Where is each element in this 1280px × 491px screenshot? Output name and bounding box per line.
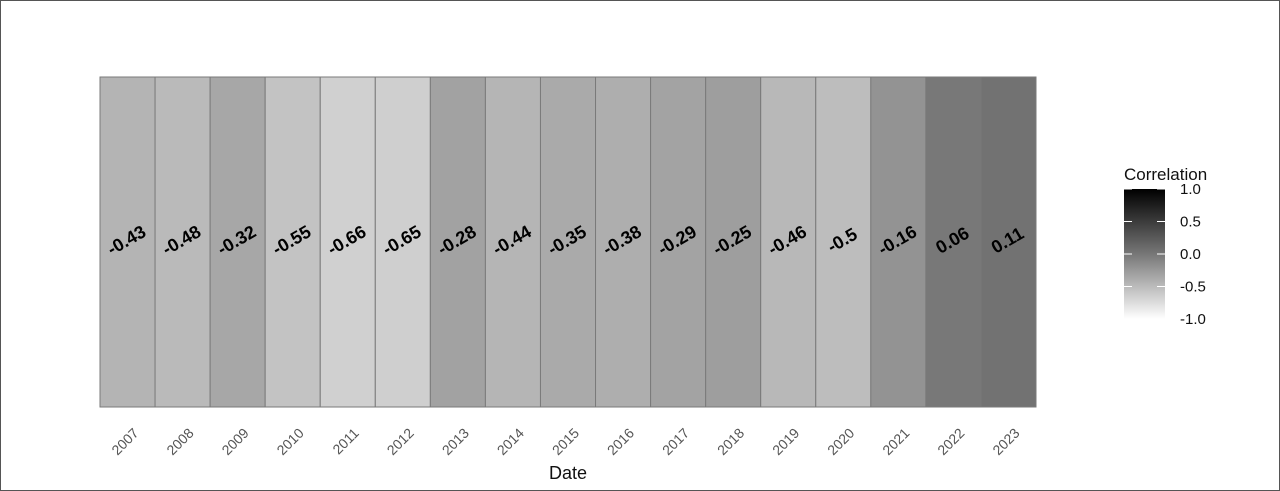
x-tick-label-2009: 2009	[218, 425, 251, 458]
heatmap-cell-2018	[705, 76, 762, 408]
x-tick-label-2012: 2012	[384, 425, 417, 458]
heatmap-cell-2022	[925, 76, 982, 408]
x-tick-label-2016: 2016	[604, 425, 637, 458]
x-tick-label-2015: 2015	[549, 425, 582, 458]
legend: Correlation 1.0 0.5 0.0 -0.5 -1.0	[1124, 165, 1207, 328]
heatmap-cell-2013	[429, 76, 486, 408]
legend-tick-label: -0.5	[1180, 279, 1206, 296]
x-tick-label-2011: 2011	[329, 425, 362, 458]
heatmap-cell-2015	[539, 76, 597, 408]
x-tick-label-2018: 2018	[714, 425, 747, 458]
legend-tick-label: 0.5	[1180, 214, 1201, 231]
heatmap-cell-2020	[815, 76, 872, 408]
heatmap-cell-2021	[870, 76, 927, 408]
x-tick-label-2023: 2023	[989, 425, 1022, 458]
legend-tick-label: -1.0	[1180, 311, 1206, 328]
heatmap-cell-2012	[374, 76, 431, 408]
x-tick-label-2017: 2017	[659, 425, 692, 458]
legend-title: Correlation	[1124, 165, 1207, 184]
x-tick-label-2019: 2019	[769, 425, 802, 458]
x-tick-label-2014: 2014	[494, 425, 527, 458]
heatmap-cell-2010	[264, 76, 321, 408]
heatmap-cell-2014	[484, 76, 541, 408]
x-axis-title: Date	[549, 463, 587, 483]
x-tick-label-2008: 2008	[163, 425, 196, 458]
heatmap-cell-2007	[99, 76, 156, 408]
heatmap-cell-2008	[154, 76, 211, 408]
heatmap-cell-2009	[209, 76, 266, 408]
x-tick-label-2022: 2022	[934, 425, 967, 458]
x-tick-label-2010: 2010	[273, 425, 306, 458]
heatmap-cell-2017	[650, 76, 707, 408]
x-tick-label-2020: 2020	[824, 425, 857, 458]
heatmap-cells	[99, 76, 1037, 408]
legend-ticks: 1.0 0.5 0.0 -0.5 -1.0	[1124, 181, 1206, 328]
legend-tick-label: 0.0	[1180, 246, 1201, 263]
x-tick-label-2021: 2021	[879, 425, 912, 458]
x-tick-label-2013: 2013	[439, 425, 472, 458]
x-tick-label-2007: 2007	[108, 425, 141, 458]
heatmap-cell-2011	[319, 76, 376, 408]
heatmap-cell-2023	[980, 76, 1037, 408]
heatmap-cell-2019	[760, 76, 817, 408]
x-axis-tick-labels: 2007 2008 2009 2010 2011 2012 2013 2014 2015 2016…	[108, 425, 1022, 458]
legend-tick-label: 1.0	[1180, 181, 1201, 198]
